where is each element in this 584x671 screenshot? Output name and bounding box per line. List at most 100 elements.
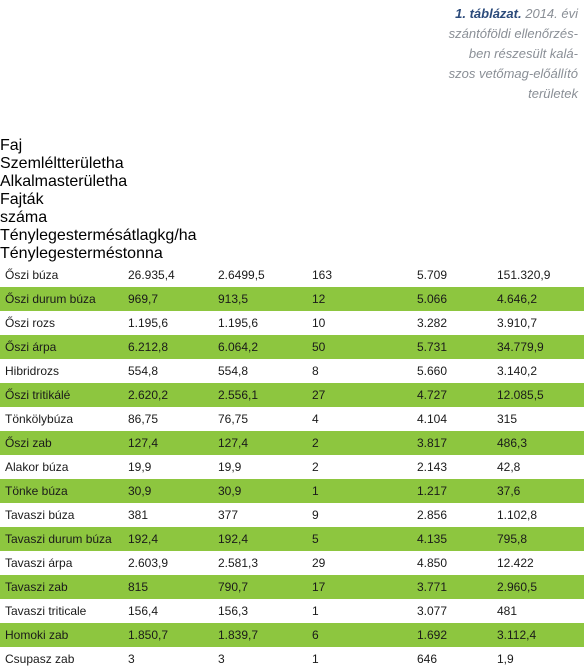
caption-text: szántóföldi ellenőrzés- — [448, 26, 578, 41]
header-line: kg/ha — [157, 227, 197, 244]
table-cell: Őszi búza — [5, 268, 59, 282]
caption-label: 1. táblázat. — [455, 6, 522, 21]
header-cell: Ténylegestermésátlagkg/ha — [0, 227, 197, 245]
table-cell: 12.422 — [497, 556, 534, 570]
table-cell: 1.692 — [417, 628, 448, 642]
table-cell: 913,5 — [218, 292, 249, 306]
table-cell: 969,7 — [128, 292, 159, 306]
table-row: Alakor búza 19,9 19,9 2 2.143 42,8 — [0, 455, 584, 479]
table: Faj Szemléltterületha Alkalmasterületha Faj… — [0, 137, 584, 671]
table-row: Tavaszi árpa 2.603,9 2.581,3 29 4.850 12.422 — [0, 551, 584, 575]
caption-line: ben részesült kalá- — [449, 44, 578, 64]
table-cell: Tönkölybúza — [5, 412, 74, 426]
header-line: Tényleges — [0, 245, 74, 262]
table-cell: 2.856 — [417, 508, 448, 522]
caption-line: 1. táblázat. 2014. évi — [449, 4, 578, 24]
table-cell: 795,8 — [497, 532, 528, 546]
table-cell: 2.620,2 — [128, 388, 169, 402]
table-cell: Tönke búza — [5, 484, 68, 498]
table-cell: 790,7 — [218, 580, 249, 594]
table-row: Csupasz zab 3 3 1 646 1,9 — [0, 647, 584, 671]
table-cell: 4.850 — [417, 556, 448, 570]
header-line: terület — [61, 155, 106, 172]
table-cell: Csupasz zab — [5, 652, 75, 666]
table-cell: Homoki zab — [5, 628, 69, 642]
table-cell: 4.135 — [417, 532, 448, 546]
table-cell: 4 — [312, 412, 319, 426]
table-cell: 6 — [312, 628, 319, 642]
table-cell: 3 — [218, 652, 225, 666]
table-cell: 27 — [312, 388, 326, 402]
table-cell: Tavaszi durum búza — [5, 532, 112, 546]
table-cell: 19,9 — [128, 460, 152, 474]
caption-text: ben részesült kalá- — [468, 46, 578, 61]
table-cell: 1.839,7 — [218, 628, 259, 642]
table-cell: 2.556,1 — [218, 388, 259, 402]
table-cell: 486,3 — [497, 436, 528, 450]
table-row: Tavaszi búza 381 377 9 2.856 1.102,8 — [0, 503, 584, 527]
table-cell: 4.646,2 — [497, 292, 538, 306]
table-row: Tavaszi durum búza 192,4 192,4 5 4.135 795,8 — [0, 527, 584, 551]
table-cell: 12 — [312, 292, 326, 306]
table-cell: 2.960,5 — [497, 580, 538, 594]
header-line: tonna — [122, 245, 163, 262]
table-row: Tönke búza 30,9 30,9 1 1.217 37,6 — [0, 479, 584, 503]
table-cell: 4.104 — [417, 412, 448, 426]
table-cell: Őszi rozs — [5, 316, 56, 330]
header-line: Tényleges — [0, 227, 74, 244]
table-cell: Alakor búza — [5, 460, 69, 474]
header-cell: Faj — [0, 137, 120, 155]
table-cell: 12.085,5 — [497, 388, 544, 402]
table-cell: 2.6499,5 — [218, 268, 265, 282]
table-cell: 1.195,6 — [218, 316, 259, 330]
table-cell: 192,4 — [218, 532, 249, 546]
table-cell: 2.581,3 — [218, 556, 259, 570]
table-cell: Őszi árpa — [5, 340, 57, 354]
header-line: Szemlélt — [0, 155, 62, 172]
table-cell: 1.217 — [417, 484, 448, 498]
table-cell: 8 — [312, 364, 319, 378]
caption-text: szos vetőmag-előállító — [448, 66, 578, 81]
table-row: Őszi búza 26.935,4 2.6499,5 163 5.709 151.320… — [0, 263, 584, 287]
header-cell: Alkalmasterületha — [0, 173, 127, 191]
table-cell: 30,9 — [128, 484, 152, 498]
caption-line: szos vetőmag-előállító — [449, 64, 578, 84]
header-line: Alkalmas — [0, 173, 65, 190]
table-cell: 554,8 — [128, 364, 159, 378]
table-cell: 19,9 — [218, 460, 242, 474]
caption-text: 2014. évi — [525, 6, 578, 21]
table-cell: 5 — [312, 532, 319, 546]
page: 1. táblázat. 2014. évi szántóföldi ellenő… — [0, 4, 584, 666]
table-cell: Tavaszi triticale — [5, 604, 87, 618]
table-cell: 156,4 — [128, 604, 159, 618]
header-line: ha — [105, 155, 124, 172]
table-cell: 3.140,2 — [497, 364, 538, 378]
table-cell: 127,4 — [218, 436, 249, 450]
header-cell: Ténylegesterméstonna — [0, 245, 163, 263]
table-cell: 1 — [312, 484, 319, 498]
table-row: Őszi zab 127,4 127,4 2 3.817 486,3 — [0, 431, 584, 455]
header-line: ha — [109, 173, 128, 190]
table-cell: 37,6 — [497, 484, 521, 498]
table-cell: 3.817 — [417, 436, 448, 450]
table-row: Tönkölybúza 86,75 76,75 4 4.104 315 — [0, 407, 584, 431]
table-cell: 554,8 — [218, 364, 249, 378]
table-cell: 86,75 — [128, 412, 159, 426]
table-cell: 3.771 — [417, 580, 448, 594]
table-cell: 2.603,9 — [128, 556, 169, 570]
table-cell: 377 — [218, 508, 239, 522]
table-cell: 6.064,2 — [218, 340, 259, 354]
table-cell: Őszi tritikálé — [5, 388, 71, 402]
table-cell: 34.779,9 — [497, 340, 544, 354]
caption: 1. táblázat. 2014. évi szántóföldi ellenő… — [449, 4, 578, 104]
table-cell: 2 — [312, 460, 319, 474]
header-cell: Szemléltterületha — [0, 155, 124, 173]
table-cell: 9 — [312, 508, 319, 522]
header-line: terület — [64, 173, 110, 190]
table-cell: 1 — [312, 652, 319, 666]
table-row: Tavaszi zab 815 790,7 17 3.771 2.960,5 — [0, 575, 584, 599]
table-cell: Tavaszi búza — [5, 508, 75, 522]
table-cell: 381 — [128, 508, 149, 522]
table-cell: 4.727 — [417, 388, 448, 402]
table-cell: 5.709 — [417, 268, 448, 282]
